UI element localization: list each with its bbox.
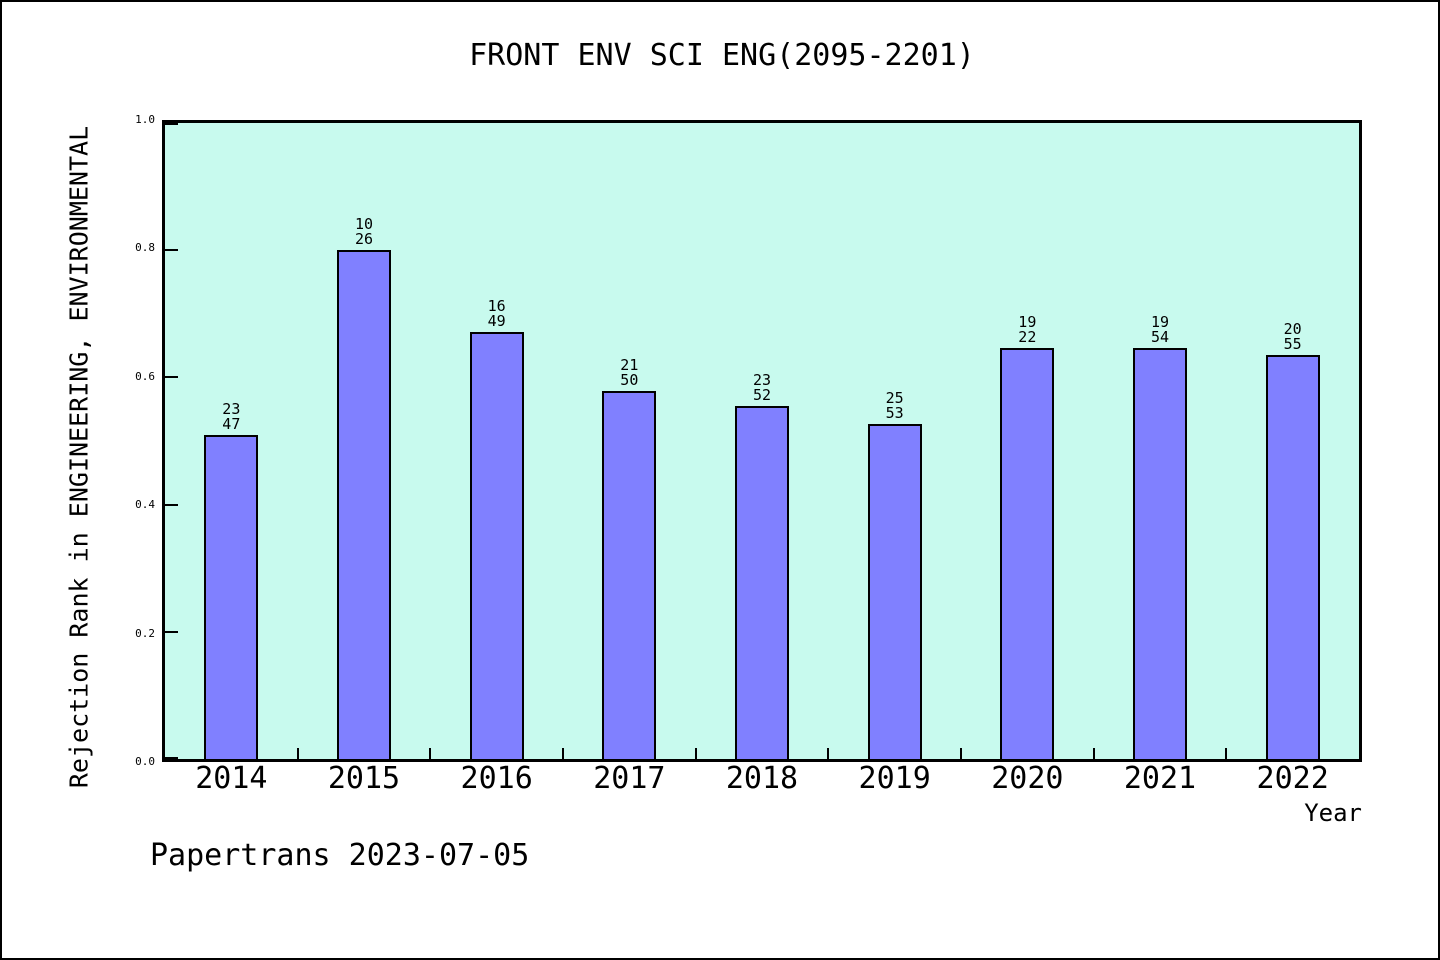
bar-value-line: 21	[620, 356, 639, 375]
bar-value-line: 53	[885, 403, 904, 422]
bar-value-label: 10 26	[324, 217, 404, 247]
y-axis-tick	[165, 757, 178, 759]
bar-2019	[867, 423, 922, 759]
bar-2015	[337, 250, 391, 759]
bar-2022	[1265, 355, 1320, 759]
bar-value-label: 25 53	[855, 388, 935, 422]
y-axis-tick	[165, 249, 178, 252]
bar-value-label: 23 47	[191, 399, 271, 433]
x-axis-minor-tick	[827, 748, 830, 759]
x-tick-label-2015: 2015	[327, 761, 401, 796]
x-axis-title: Year	[1304, 799, 1362, 827]
x-tick-label-2016: 2016	[460, 761, 533, 796]
x-tick-label-2022: 2022	[1256, 761, 1329, 796]
plot-area: 23 47 10 26 16 49 21 50 23 52 25 53 19 22 19 54 20 55	[162, 120, 1362, 762]
bar-value-line: 52	[752, 386, 772, 405]
bar-value-line: 23	[752, 371, 772, 390]
y-tick-label: 0.0	[135, 755, 155, 768]
x-axis-minor-tick	[562, 748, 564, 759]
y-axis-tick	[165, 376, 178, 379]
bar-2020	[1000, 347, 1055, 759]
bar-value-label: 21 50	[589, 358, 669, 388]
y-axis-title: Rejection Rank in ENGINEERING, ENVIRONME…	[64, 125, 94, 789]
y-tick-label: 0.6	[135, 369, 155, 383]
bar-2017	[602, 391, 657, 759]
x-tick-label-2018: 2018	[725, 761, 799, 796]
bar-value-line: 25	[885, 388, 904, 407]
bar-value-label: 19 54	[1120, 312, 1200, 346]
y-axis-tick	[165, 503, 178, 506]
bar-2021	[1133, 347, 1187, 759]
bar-value-label: 20 55	[1253, 322, 1333, 352]
y-tick-label: 0.4	[135, 498, 155, 512]
y-axis-tick	[165, 123, 178, 125]
watermark-caption: Papertrans 2023-07-05	[150, 838, 530, 873]
x-tick-label-2014: 2014	[195, 761, 268, 796]
bar-value-label: 16 49	[457, 296, 537, 330]
y-tick-label: 0.2	[135, 626, 155, 640]
x-axis-minor-tick	[960, 748, 962, 759]
bar-value-line: 20	[1283, 320, 1302, 339]
y-tick-label: 1.0	[135, 113, 155, 126]
x-axis-minor-tick	[1225, 748, 1228, 759]
y-axis-tick	[165, 630, 178, 633]
bar-value-line: 19	[1018, 312, 1037, 331]
x-tick-label-2021: 2021	[1123, 761, 1197, 796]
bar-value-label: 23 52	[722, 373, 802, 403]
bar-2014	[204, 434, 259, 759]
x-tick-label-2019: 2019	[858, 761, 931, 796]
bar-value-line: 26	[354, 230, 374, 249]
bar-value-line: 23	[222, 399, 241, 418]
bar-2016	[469, 331, 524, 759]
bar-value-line: 55	[1283, 335, 1302, 354]
x-axis-minor-tick	[296, 748, 299, 759]
bar-2018	[735, 406, 789, 759]
bar-value-line: 19	[1150, 312, 1170, 331]
bar-value-line: 22	[1018, 327, 1037, 346]
x-tick-label-2017: 2017	[593, 761, 666, 796]
bar-value-line: 54	[1150, 327, 1170, 346]
bar-value-line: 10	[354, 215, 374, 234]
x-axis-minor-tick	[694, 748, 697, 759]
bar-value-line: 50	[620, 371, 639, 390]
y-tick-label: 0.8	[135, 241, 155, 255]
x-axis-minor-tick	[1092, 748, 1095, 759]
bar-value-line: 49	[487, 311, 506, 330]
x-tick-label-2020: 2020	[991, 761, 1064, 796]
bar-value-line: 47	[222, 414, 241, 433]
bar-value-label: 19 22	[987, 312, 1067, 346]
x-axis-minor-tick	[429, 748, 432, 759]
bar-value-line: 16	[487, 296, 506, 315]
chart-title: FRONT ENV SCI ENG(2095-2201)	[469, 38, 975, 73]
